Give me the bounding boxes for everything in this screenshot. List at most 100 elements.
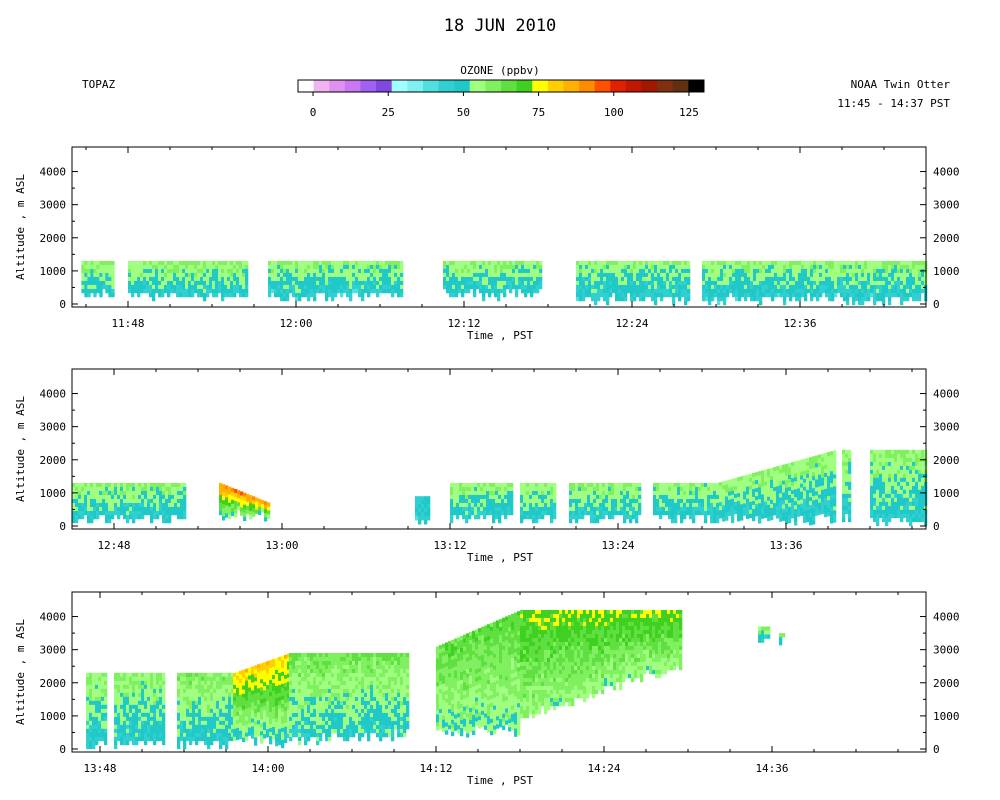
ozone-cell: [909, 497, 913, 503]
ozone-cell: [328, 260, 332, 266]
ozone-cell: [156, 728, 160, 734]
ozone-cell: [131, 260, 135, 266]
ozone-cell: [461, 280, 465, 286]
ozone-cell: [153, 716, 157, 722]
ozone-cell: [104, 728, 108, 734]
ozone-cell: [716, 506, 720, 512]
ozone-cell: [144, 716, 148, 722]
ozone-cell: [92, 728, 96, 734]
colorbar-tick-label: 25: [382, 106, 395, 119]
ozone-cell: [328, 280, 332, 286]
ozone-cell: [653, 486, 657, 492]
ozone-cell: [849, 260, 853, 266]
ozone-cell: [792, 272, 796, 278]
ozone-cell: [158, 264, 162, 270]
ozone-cell: [177, 712, 181, 718]
ozone-cell: [780, 284, 784, 290]
ozone-cell: [89, 684, 93, 690]
ozone-cell: [639, 260, 643, 266]
ozone-cell: [249, 507, 253, 512]
ozone-cell: [728, 511, 732, 516]
ozone-cell: [788, 498, 792, 504]
ozone-cell: [86, 728, 90, 734]
ozone-cell: [174, 490, 178, 496]
ozone-cell: [159, 502, 163, 508]
ozone-cell: [129, 696, 133, 702]
ozone-cell: [575, 498, 579, 504]
ozone-cell: [140, 284, 144, 290]
ozone-cell: [660, 296, 664, 302]
ozone-cell: [779, 473, 783, 478]
ozone-cell: [532, 486, 536, 492]
ozone-cell: [845, 461, 849, 467]
ozone-cell: [758, 479, 762, 484]
ozone-cell: [101, 672, 105, 678]
ozone-cell: [161, 288, 165, 294]
ozone-cell: [585, 268, 589, 274]
ozone-cell: [635, 514, 639, 520]
ozone-cell: [756, 280, 760, 286]
ozone-cell: [147, 502, 151, 508]
ozone-cell: [96, 498, 100, 504]
ozone-cell: [177, 700, 181, 706]
ozone-cell: [520, 494, 524, 500]
ozone-cell: [833, 478, 837, 483]
ozone-cell: [731, 510, 735, 516]
ozone-cell: [825, 292, 829, 298]
ozone-cell: [535, 494, 539, 500]
ozone-cell: [123, 704, 127, 710]
ozone-cell: [632, 514, 636, 520]
ozone-cell: [228, 486, 232, 491]
ozone-cell: [162, 740, 166, 746]
ozone-cell: [527, 276, 531, 282]
ozone-cell: [888, 284, 892, 290]
ozone-cell: [523, 486, 527, 492]
ozone-cell: [746, 478, 750, 483]
ozone-cell: [845, 489, 849, 495]
ozone-cell: [587, 510, 591, 516]
ozone-cell: [888, 276, 892, 282]
ozone-cell: [587, 486, 591, 492]
ozone-cell: [624, 260, 628, 266]
ozone-cell: [858, 300, 862, 306]
ozone-cell: [903, 296, 907, 302]
ozone-cell: [221, 268, 225, 274]
ozone-cell: [418, 520, 422, 525]
ozone-cell: [177, 736, 181, 742]
ozone-cell: [812, 472, 816, 477]
ozone-cell: [156, 506, 160, 512]
ozone-cell: [162, 518, 166, 524]
ozone-cell: [591, 260, 595, 266]
ozone-cell: [732, 264, 736, 270]
ozone-cell: [515, 264, 519, 270]
ozone-cell: [885, 272, 889, 278]
ozone-cell: [791, 506, 795, 511]
ozone-cell: [283, 296, 287, 302]
ozone-cell: [138, 728, 142, 734]
ozone-cell: [900, 292, 904, 298]
ozone-cell: [120, 482, 124, 488]
ozone-cell: [334, 272, 338, 278]
ozone-cell: [533, 288, 537, 294]
ozone-cell: [737, 517, 741, 522]
ozone-cell: [692, 486, 696, 492]
ozone-cell: [394, 260, 398, 266]
ozone-cell: [132, 486, 136, 492]
ozone-cell: [452, 288, 456, 294]
ozone-cell: [891, 453, 895, 459]
ozone-cell: [99, 494, 103, 500]
ozone-cell: [797, 496, 801, 501]
ozone-cell: [672, 292, 676, 298]
ozone-cell: [663, 284, 667, 290]
ozone-cell: [671, 482, 675, 488]
ozone-cell: [501, 490, 505, 496]
ozone-cell: [494, 272, 498, 278]
ozone-cell: [714, 276, 718, 282]
ozone-cell: [743, 483, 747, 488]
ozone-cell: [498, 514, 502, 520]
ozone-cell: [117, 672, 121, 678]
ozone-cell: [225, 501, 229, 506]
ozone-cell: [782, 468, 786, 473]
ozone-cell: [483, 490, 487, 496]
ozone-cell: [600, 276, 604, 282]
